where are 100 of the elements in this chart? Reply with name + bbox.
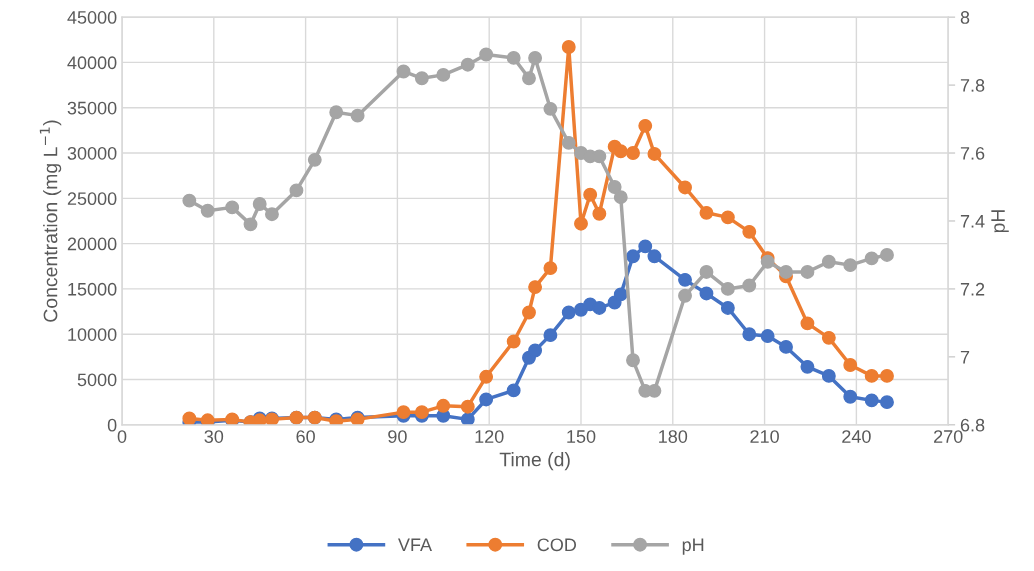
y2-tick-label: 7.2 — [960, 282, 985, 296]
point — [506, 50, 521, 65]
point — [864, 368, 879, 383]
y2-tick-label: 7.4 — [960, 215, 985, 228]
y2-tick-label: 6.8 — [960, 418, 985, 432]
legend-label: VFA — [398, 538, 433, 551]
point — [613, 287, 628, 302]
x-tick-label: 270 — [934, 430, 963, 443]
point — [626, 146, 640, 160]
point — [800, 359, 815, 374]
y-tick-label: 0 — [107, 418, 117, 432]
point — [436, 67, 451, 82]
legend-label: COD — [537, 538, 577, 552]
point — [647, 146, 662, 161]
point — [638, 118, 653, 133]
point — [225, 200, 240, 215]
point — [678, 272, 692, 287]
point — [561, 135, 576, 150]
point — [414, 71, 429, 86]
point — [289, 183, 304, 198]
point — [720, 210, 735, 225]
point — [742, 224, 757, 239]
y-tick-label: 5000 — [77, 373, 117, 387]
point — [182, 193, 197, 208]
point — [574, 216, 588, 231]
y2-tick-label: 7.6 — [960, 146, 985, 160]
point — [479, 47, 494, 62]
y2-tick-label: 8 — [960, 11, 970, 24]
point — [252, 197, 267, 211]
y-tick-label: 30000 — [67, 146, 117, 160]
point — [821, 330, 836, 345]
point — [720, 301, 735, 315]
point — [265, 207, 279, 222]
y-tick-label: 45000 — [67, 11, 117, 24]
point — [350, 108, 365, 123]
point — [561, 305, 576, 320]
point — [699, 286, 714, 301]
y-tick-label: 20000 — [67, 237, 117, 251]
point — [821, 368, 836, 383]
point — [626, 353, 640, 368]
y-tick-label: 25000 — [67, 192, 117, 206]
point — [843, 358, 858, 372]
point — [800, 316, 815, 331]
point — [307, 152, 322, 167]
x-tick-label: 0 — [117, 430, 127, 443]
point — [543, 101, 558, 116]
x-tick-label: 180 — [659, 430, 688, 443]
point — [479, 392, 494, 407]
point — [543, 261, 558, 276]
point — [880, 368, 894, 383]
point — [864, 251, 879, 266]
point — [699, 205, 714, 220]
point — [243, 217, 258, 232]
point — [720, 281, 735, 296]
point — [678, 288, 692, 303]
y2-tick-label: 7.8 — [960, 79, 985, 92]
point — [592, 206, 607, 221]
point — [522, 71, 536, 86]
point — [329, 105, 344, 120]
point — [506, 334, 521, 349]
point — [592, 301, 607, 315]
x-axis-title: Time (d) — [499, 452, 570, 471]
point — [779, 339, 793, 354]
point — [561, 40, 576, 54]
point — [613, 144, 628, 159]
point — [528, 280, 543, 295]
point — [200, 203, 215, 218]
point — [742, 278, 757, 293]
point — [626, 249, 640, 264]
point — [543, 328, 558, 343]
point — [843, 389, 858, 404]
y-tick-label: 40000 — [67, 56, 117, 70]
y-tick-label: 10000 — [68, 328, 117, 341]
point — [479, 369, 494, 384]
point — [779, 264, 793, 279]
point — [800, 264, 815, 279]
point — [460, 57, 475, 72]
x-tick-label: 240 — [842, 430, 871, 443]
point — [678, 180, 692, 195]
point — [699, 264, 714, 279]
point — [460, 399, 475, 414]
point — [880, 248, 894, 262]
x-tick-label: 60 — [296, 430, 315, 443]
point — [522, 305, 536, 320]
point — [821, 254, 836, 269]
x-tick-label: 30 — [204, 430, 224, 443]
y2-tick-label: 7 — [960, 351, 970, 364]
point — [864, 393, 879, 408]
y-axis-title: Concentration (mg L$^{−1}$) — [39, 120, 62, 322]
point — [760, 329, 775, 343]
point — [647, 249, 662, 264]
y-tick-label: 35000 — [67, 101, 117, 115]
point — [506, 383, 521, 398]
point — [742, 327, 757, 342]
y2-axis-title: pH — [991, 210, 1009, 233]
legend-label: pH — [682, 538, 704, 555]
point — [607, 180, 622, 194]
point — [396, 64, 411, 79]
point — [638, 239, 653, 254]
y-tick-label: 15000 — [68, 282, 117, 296]
